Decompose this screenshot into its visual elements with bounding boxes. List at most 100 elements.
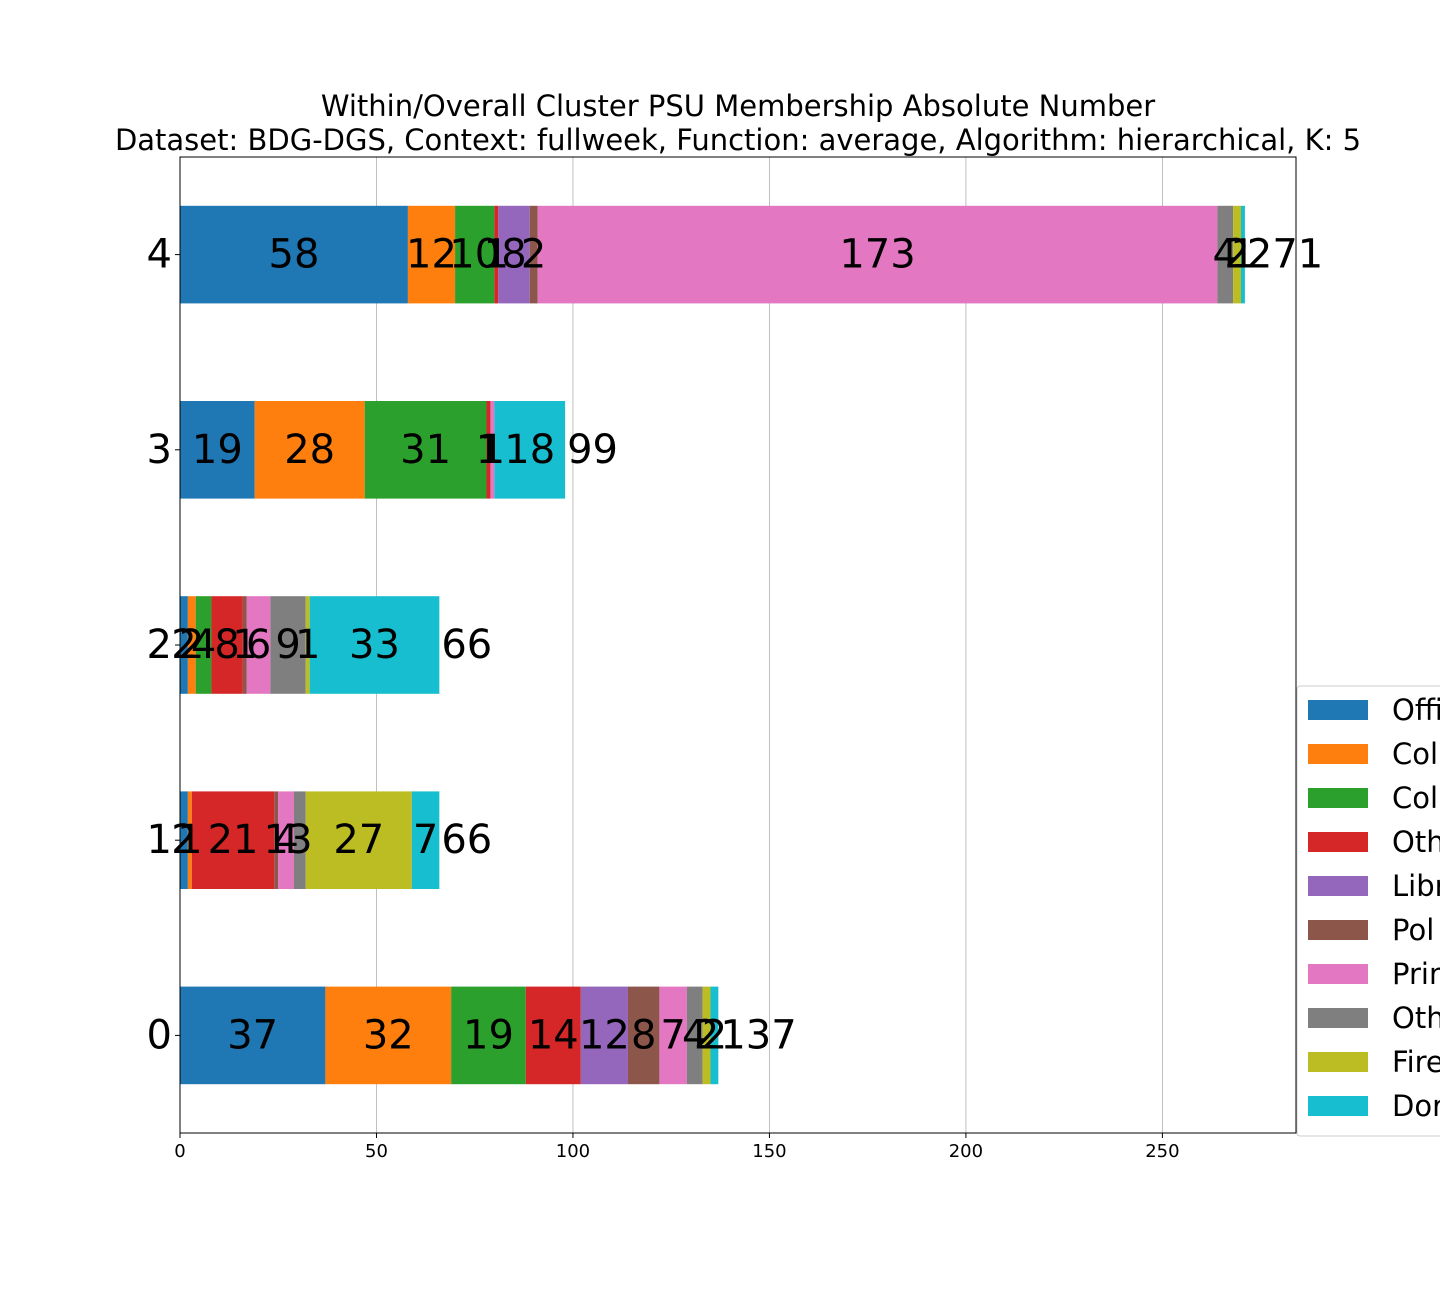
segment-label-1-7: 3 [287, 817, 312, 863]
segment-label-2-3: 8 [214, 622, 239, 668]
bar-segment-2-7 [270, 596, 306, 694]
segment-label-4-4: 8 [501, 232, 526, 278]
bar-segment-4-2 [455, 205, 495, 304]
bar-segment-2-5 [242, 596, 247, 694]
segment-label-2-9: 33 [349, 622, 400, 668]
bar-segment-3-9 [494, 401, 566, 499]
bar-segment-4-5 [529, 205, 538, 304]
bar-segment-2-9 [309, 596, 440, 694]
legend-label-0: Offi [1392, 693, 1440, 727]
bar-segment-4-8 [1233, 205, 1241, 304]
bar-segment-0-5 [627, 986, 660, 1085]
segment-label-3-2: 31 [400, 427, 451, 473]
legend-swatch-9 [1308, 1096, 1368, 1116]
segment-label-4-7: 4 [1213, 232, 1238, 278]
legend-label-8: Fire [1392, 1045, 1440, 1079]
bar-segment-1-6 [278, 791, 294, 889]
legend-swatch-6 [1308, 964, 1368, 984]
segment-label-0-8: 2 [694, 1012, 719, 1058]
segment-label-4-5: 2 [521, 232, 546, 278]
total-label-1: 66 [441, 817, 492, 863]
legend-label-7: Oth [1392, 1001, 1440, 1035]
bar-segment-4-9 [1240, 205, 1245, 304]
bar-segment-3-1 [254, 401, 365, 499]
segment-label-4-6: 173 [839, 232, 915, 278]
bar-segment-1-0 [180, 791, 188, 889]
legend-label-5: Pol [1392, 913, 1434, 947]
bar-segment-2-2 [195, 596, 212, 694]
legend-swatch-1 [1308, 744, 1368, 764]
x-tick-label-4: 200 [949, 1141, 983, 1162]
segment-label-0-5: 8 [631, 1012, 656, 1058]
x-tick-label-0: 0 [174, 1141, 185, 1162]
x-tick-label-2: 100 [556, 1141, 590, 1162]
legend-swatch-5 [1308, 920, 1368, 940]
chart-title: Within/Overall Cluster PSU Membership Ab… [321, 89, 1155, 123]
bar-segment-2-6 [246, 596, 271, 694]
bar-segment-4-4 [498, 205, 530, 304]
segment-label-4-0: 58 [269, 232, 320, 278]
bar-segment-2-3 [211, 596, 243, 694]
legend-label-3: Oth [1392, 825, 1440, 859]
segment-label-1-9: 7 [413, 817, 438, 863]
segment-label-3-9: 18 [504, 427, 555, 473]
y-tick-label-2: 2 [147, 622, 172, 668]
segment-label-0-0: 37 [227, 1012, 278, 1058]
bar-segment-3-0 [180, 401, 255, 499]
x-tick-label-3: 150 [752, 1141, 786, 1162]
bar-segment-0-7 [686, 986, 703, 1085]
legend-swatch-4 [1308, 876, 1368, 896]
bar-segment-1-9 [411, 791, 440, 889]
total-label-4: 271 [1247, 232, 1323, 278]
y-tick-label-1: 1 [147, 817, 172, 863]
segment-label-4-3: 1 [484, 232, 509, 278]
bar-segment-4-6 [537, 205, 1218, 304]
legend-label-4: Libr [1392, 869, 1440, 903]
bars-layer [180, 205, 1245, 1085]
bar-segment-0-8 [702, 986, 711, 1085]
legend-label-9: Dor [1392, 1089, 1440, 1123]
segment-label-1-6: 4 [273, 817, 298, 863]
segment-label-0-6: 7 [660, 1012, 685, 1058]
segment-label-3-6: 1 [480, 427, 505, 473]
segment-label-1-3: 21 [208, 817, 259, 863]
legend-label-6: Prin [1392, 957, 1440, 991]
bar-segment-2-0 [180, 596, 188, 694]
segment-label-3-1: 28 [284, 427, 335, 473]
segment-label-0-4: 12 [579, 1012, 630, 1058]
segment-label-0-1: 32 [363, 1012, 414, 1058]
bar-segment-0-4 [580, 986, 628, 1085]
bar-segment-0-0 [180, 986, 326, 1085]
segment-label-4-1: 12 [406, 232, 457, 278]
legend-swatch-7 [1308, 1008, 1368, 1028]
segment-label-1-1: 1 [177, 817, 202, 863]
legend-swatch-0 [1308, 700, 1368, 720]
segment-label-3-0: 19 [192, 427, 243, 473]
bar-segment-1-5 [274, 791, 279, 889]
segment-label-1-8: 27 [333, 817, 384, 863]
segment-label-2-7: 9 [275, 622, 300, 668]
legend: Offi Col Col Oth Libr Pol Prin Oth Fire Dor [1296, 685, 1440, 1137]
legend-swatch-2 [1308, 788, 1368, 808]
segment-label-2-2: 4 [191, 622, 216, 668]
bar-segment-2-8 [305, 596, 310, 694]
bar-segment-2-1 [187, 596, 196, 694]
segment-label-3-3: 1 [476, 427, 501, 473]
bar-segment-0-9 [710, 986, 719, 1085]
segment-label-0-9: 2 [702, 1012, 727, 1058]
bar-segment-3-6 [490, 401, 495, 499]
bar-segment-3-3 [486, 401, 491, 499]
bar-segment-4-1 [407, 205, 456, 304]
bar-segment-4-3 [494, 205, 499, 304]
bar-segment-4-0 [180, 205, 408, 304]
bar-segment-1-8 [305, 791, 412, 889]
legend-swatch-8 [1308, 1052, 1368, 1072]
segment-label-4-8: 2 [1224, 232, 1249, 278]
segment-label-4-2: 10 [449, 232, 500, 278]
chart-subtitle: Dataset: BDG-DGS, Context: fullweek, Fun… [115, 123, 1361, 157]
segment-label-0-2: 19 [463, 1012, 514, 1058]
segment-label-2-6: 6 [246, 622, 271, 668]
bar-segment-1-7 [293, 791, 306, 889]
